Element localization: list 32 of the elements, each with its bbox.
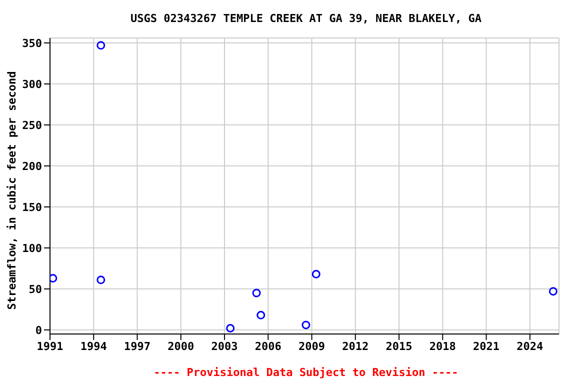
point — [96, 41, 106, 50]
point — [312, 270, 320, 278]
x-tick-label: 1994 — [80, 340, 108, 353]
point — [96, 276, 106, 284]
y-tick-label: 350 — [22, 36, 42, 50]
y-axis-title: Streamflow, in cubic feet per second — [6, 70, 19, 310]
y-tick-label: 250 — [22, 118, 42, 132]
x-tick-label: 2024 — [516, 340, 544, 353]
y-tick-label: 50 — [28, 282, 42, 296]
chart-title: USGS 02343267 TEMPLE CREEK AT GA 39, NEAR BLAKELY, GA — [130, 12, 482, 25]
y-tick-label: 300 — [22, 78, 42, 91]
x-tick-label: 2018 — [429, 340, 456, 353]
y-tick-label: 200 — [22, 160, 42, 173]
x-tick-label: 2000 — [168, 340, 194, 353]
y-tick-label: 0 — [35, 324, 42, 337]
x-tick-label: 2012 — [342, 340, 369, 353]
point — [50, 274, 58, 282]
x-tick-label: 2003 — [211, 340, 238, 353]
point — [548, 287, 558, 296]
point — [226, 324, 235, 333]
point — [302, 320, 310, 330]
point — [252, 288, 261, 298]
x-tick-label: 2009 — [298, 340, 326, 353]
point — [256, 310, 266, 320]
x-tick-label: 2015 — [386, 340, 412, 353]
x-tick-label: 2021 — [473, 340, 500, 353]
x-tick-label: 1991 — [36, 340, 64, 353]
y-tick-label: 100 — [22, 242, 42, 255]
text: ---- Provisional Data Subject to Revision ---- — [152, 366, 460, 379]
x-tick-label: 1997 — [124, 340, 151, 353]
x-tick-label: 2006 — [254, 340, 282, 353]
y-tick-label: 150 — [22, 200, 42, 214]
